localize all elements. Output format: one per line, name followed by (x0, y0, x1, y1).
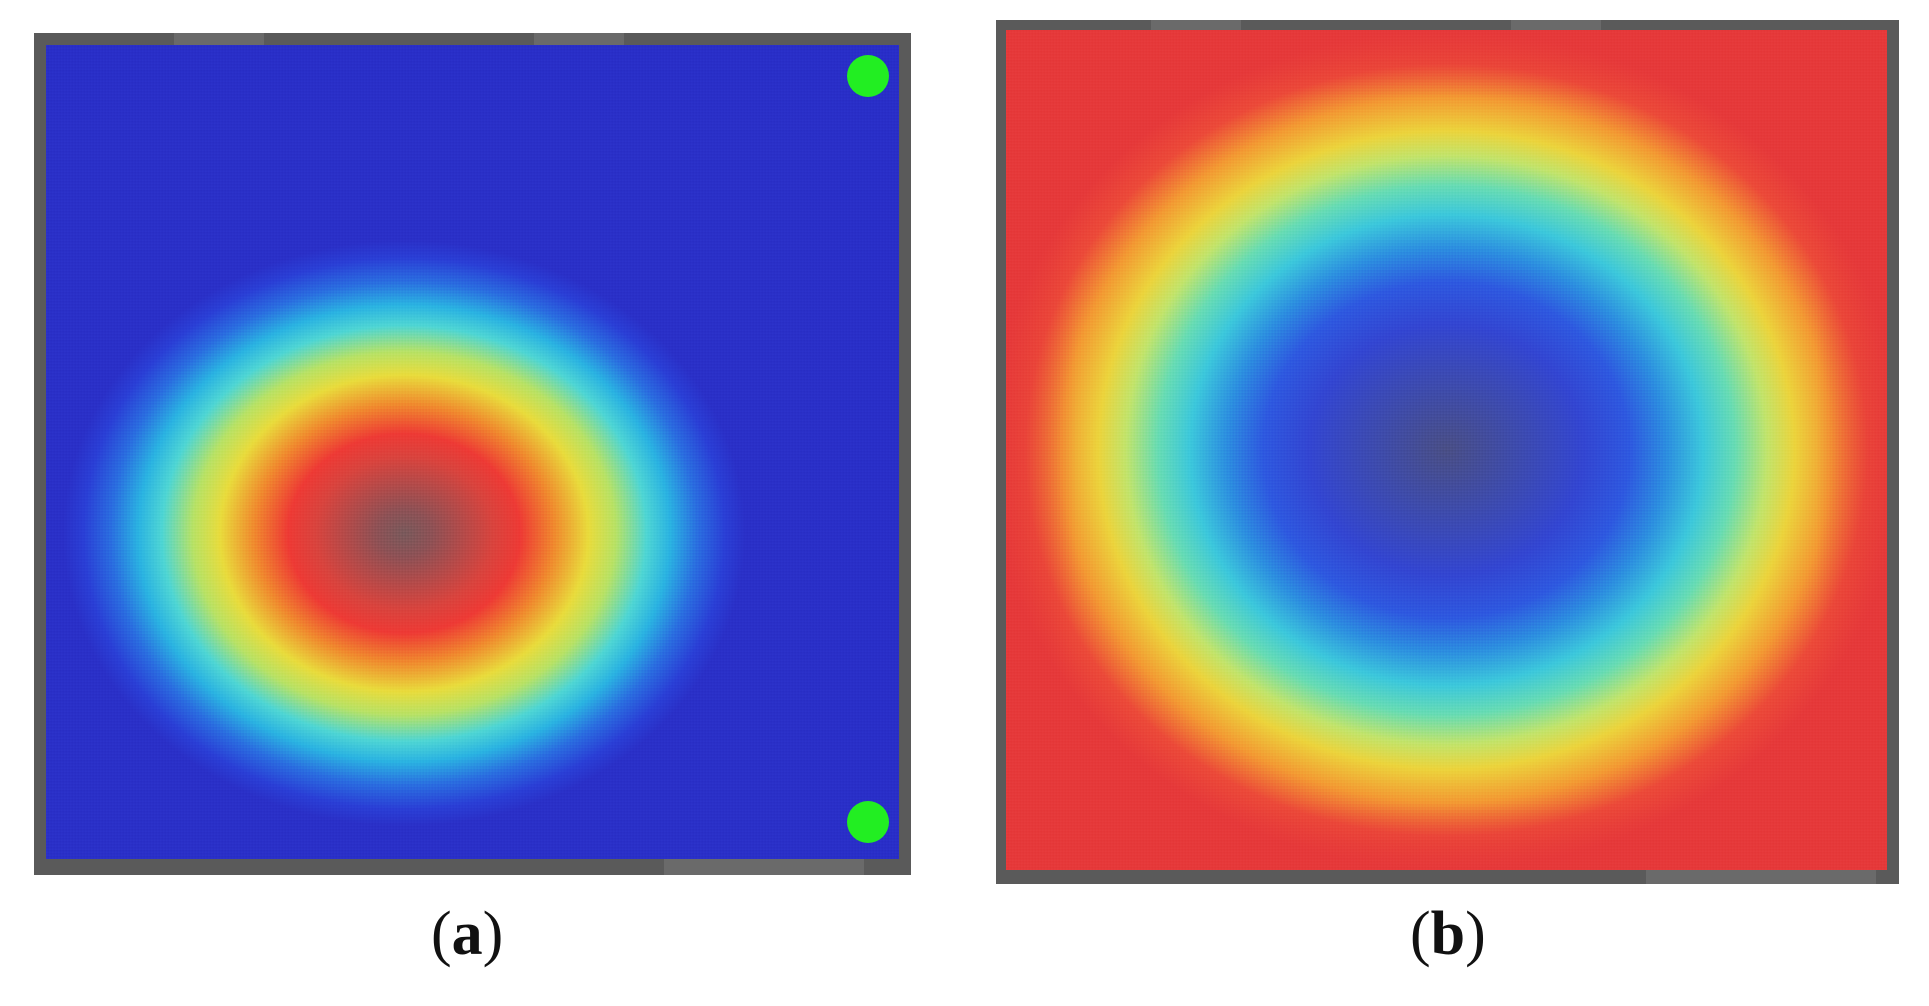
green-marker-top-right (847, 55, 889, 97)
frame-notch (534, 33, 624, 45)
panel-caption-b: (b) (1410, 903, 1486, 965)
caption-open-paren: ( (431, 900, 452, 968)
caption-open-paren: ( (1410, 900, 1431, 968)
caption-letter: b (1430, 900, 1466, 968)
panel-caption-a: (a) (431, 903, 503, 965)
heatmap-area-b (1006, 30, 1887, 870)
caption-letter: a (451, 900, 483, 968)
heat-edge-overlay-b (1006, 30, 1887, 870)
noise-texture (46, 45, 899, 859)
frame-notch (174, 33, 264, 45)
heatmap-area-a (46, 45, 899, 859)
caption-close-paren: ) (482, 900, 504, 968)
frame-notch (1511, 20, 1601, 30)
frame-notch (664, 859, 864, 875)
frame-notch (1151, 20, 1241, 30)
green-marker-bottom-right (847, 801, 889, 843)
noise-texture (1006, 30, 1887, 870)
heat-edge-overlay-a (46, 45, 899, 859)
frame-notch (1646, 870, 1876, 884)
caption-close-paren: ) (1465, 900, 1486, 968)
heatmap-panel-b (996, 20, 1899, 884)
heatmap-panel-a (34, 33, 911, 875)
